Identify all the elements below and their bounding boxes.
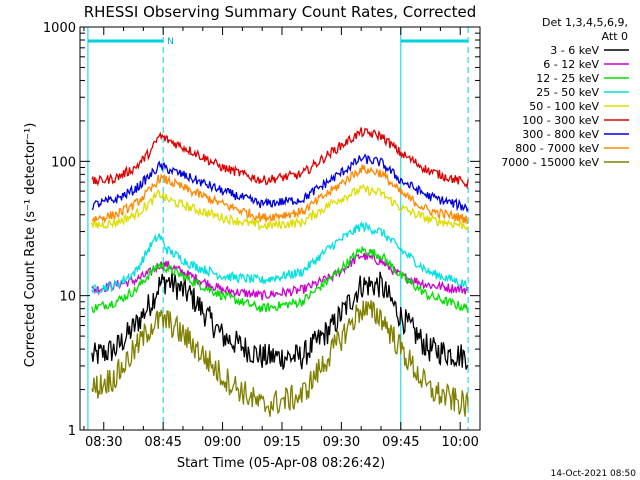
y-axis-label: Corrected Count Rate (s⁻¹ detector⁻¹) <box>23 123 38 368</box>
x-tick-label: 10:00 <box>441 435 478 450</box>
series-line <box>91 164 469 225</box>
night-marker-label: N <box>167 37 174 47</box>
x-tick-label: 09:30 <box>323 435 360 450</box>
legend-entry-label: 3 - 6 keV <box>550 44 599 57</box>
series-line <box>91 220 469 295</box>
legend-entry-label: 12 - 25 keV <box>536 72 599 85</box>
x-axis-label: Start Time (05-Apr-08 08:26:42) <box>177 456 385 471</box>
series-line <box>91 300 469 417</box>
legend-entry-label: 7000 - 15000 keV <box>501 156 599 169</box>
x-tick-label: 08:45 <box>144 435 181 450</box>
plot-frame <box>79 26 481 431</box>
timestamp: 14-Oct-2021 08:50 <box>551 469 637 479</box>
x-tick-label: 09:15 <box>263 435 300 450</box>
series-line <box>91 246 469 314</box>
y-tick-label: 1000 <box>43 21 76 36</box>
axes: 08:30 08:45 09:00 09:15 09:30 09:45 10:00 1 10 10… <box>43 21 481 450</box>
series-line <box>91 183 469 231</box>
series-line <box>91 271 469 370</box>
plot-area: N <box>87 27 469 430</box>
series-line <box>91 153 469 213</box>
y-tick-label: 1 <box>68 424 76 439</box>
y-tick-label: 100 <box>51 155 76 170</box>
legend-entry-label: 300 - 800 keV <box>522 128 599 141</box>
x-tick-label: 09:00 <box>204 435 241 450</box>
legend-entry-label: 50 - 100 keV <box>529 100 599 113</box>
legend-entry-label: 25 - 50 keV <box>536 86 599 99</box>
y-tick-label: 10 <box>59 290 76 305</box>
legend-entry-label: 800 - 7000 keV <box>515 142 599 155</box>
legend-entry-label: 100 - 300 keV <box>522 114 599 127</box>
x-tick-label: 09:45 <box>382 435 419 450</box>
chart-title: RHESSI Observing Summary Count Rates, Co… <box>84 3 477 21</box>
legend-entry-label: 6 - 12 keV <box>543 58 599 71</box>
legend-header-line-2: Att 0 <box>602 30 628 43</box>
x-tick-label: 08:30 <box>85 435 122 450</box>
series-line <box>91 127 469 190</box>
legend-header-line-1: Det 1,3,4,5,6,9, <box>542 16 628 29</box>
